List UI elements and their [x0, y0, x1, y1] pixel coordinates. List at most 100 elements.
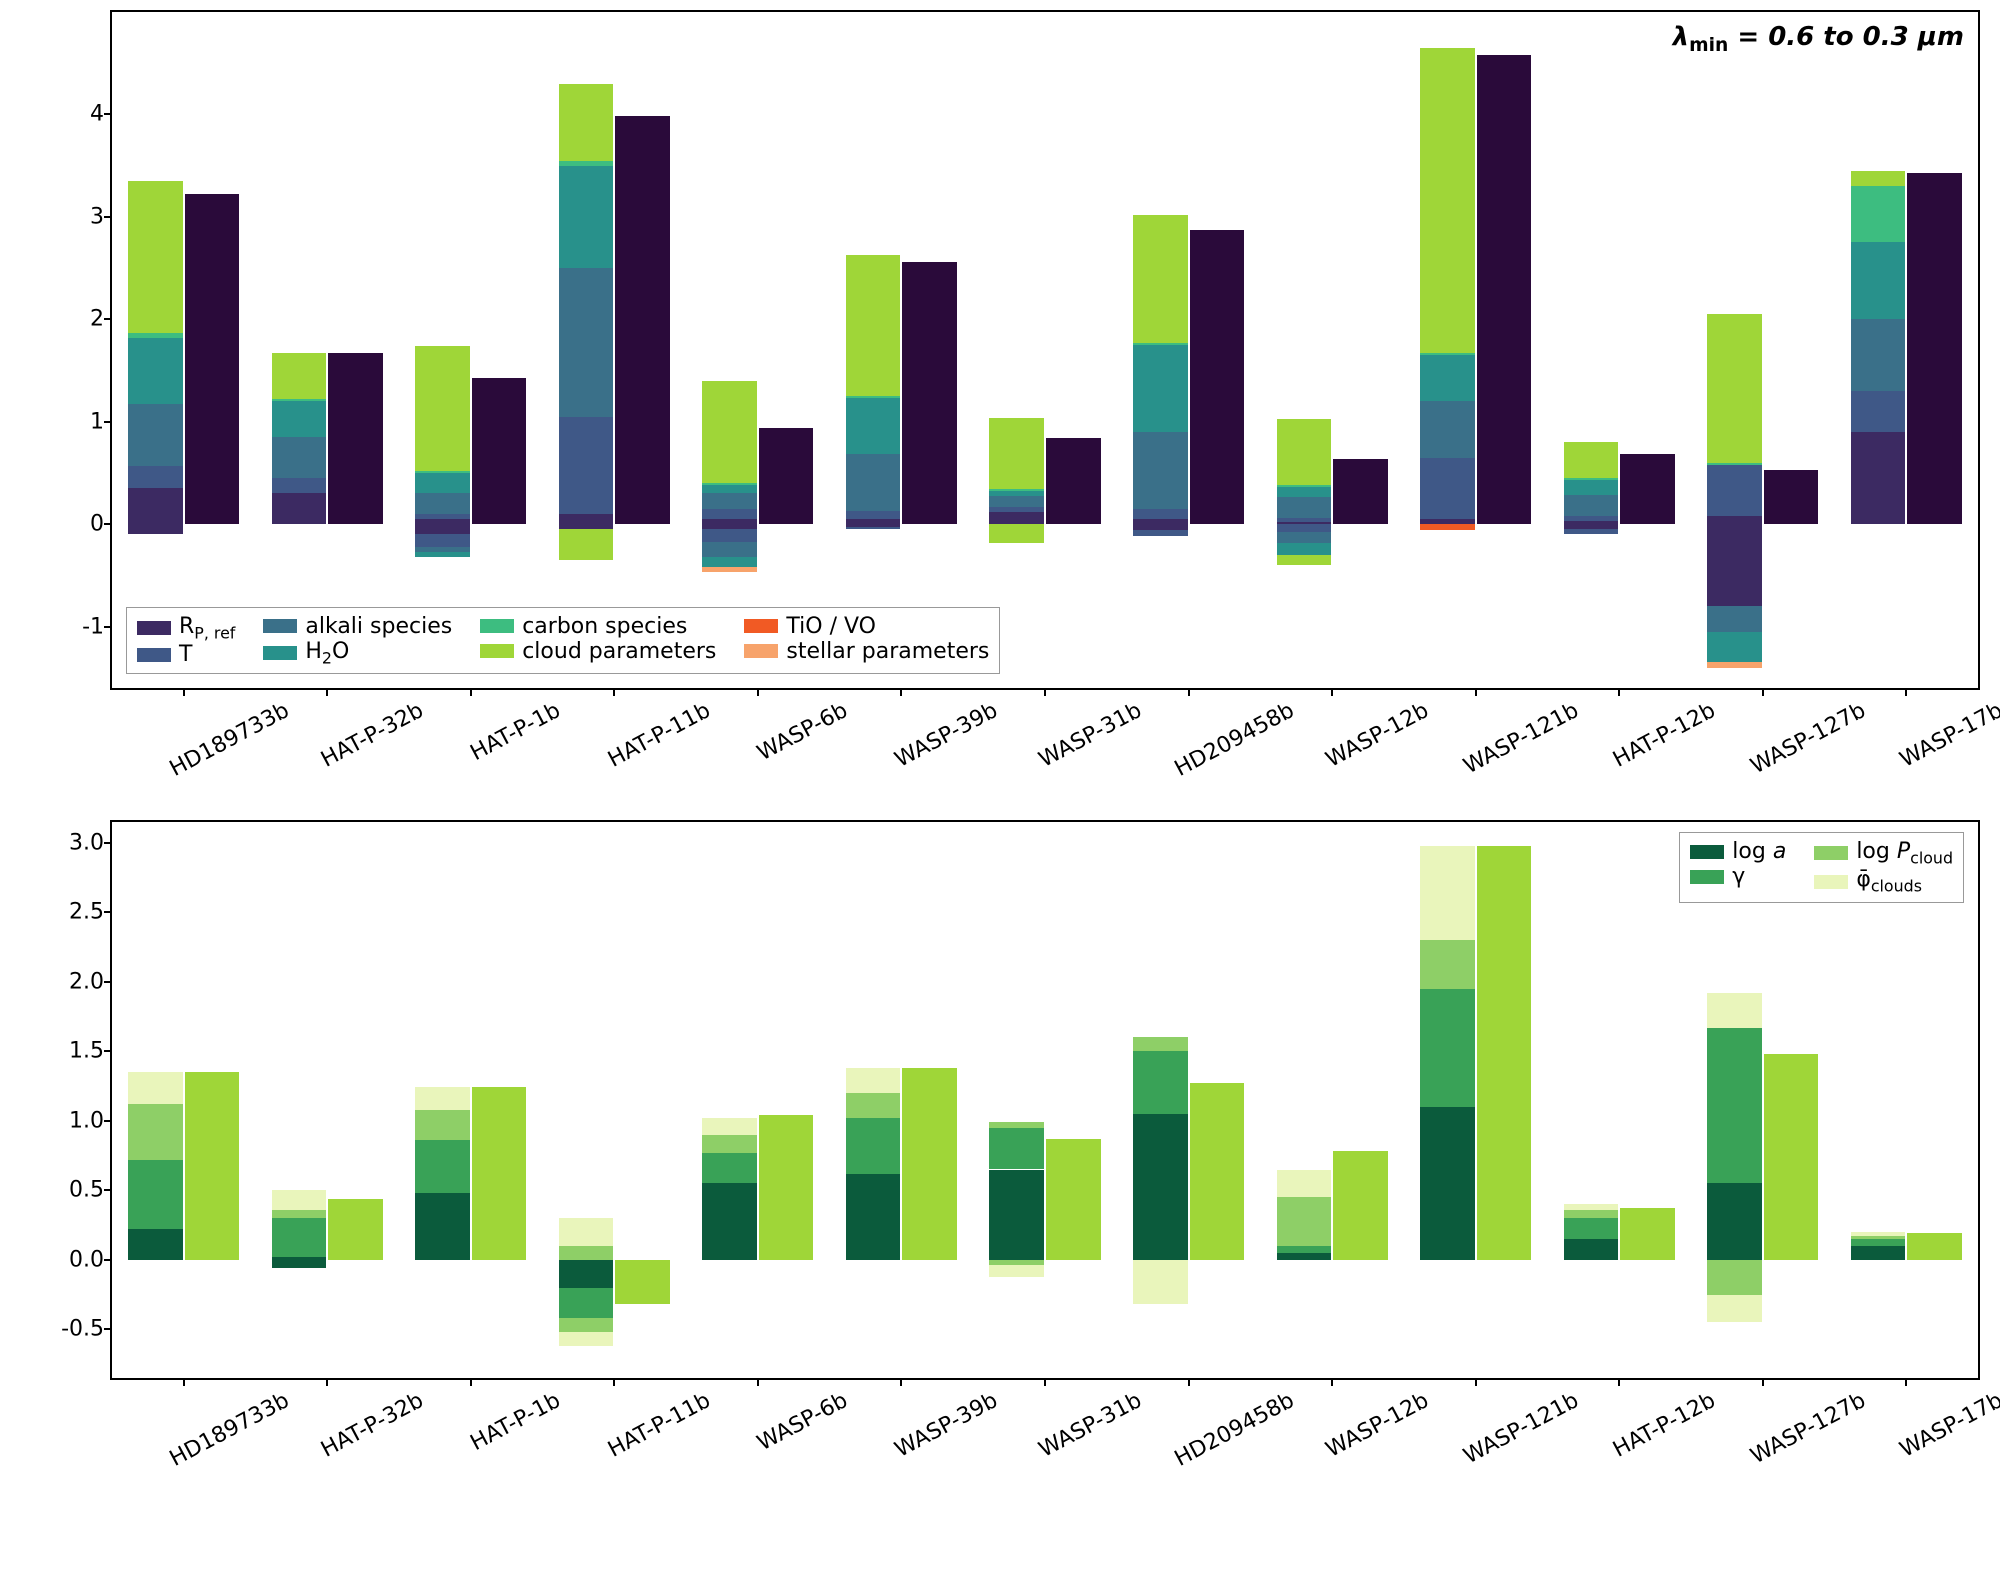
xtick-label: WASP-17b — [1896, 698, 2000, 773]
xtick-label: HAT-P-1b — [466, 698, 564, 766]
xtick-mark — [326, 688, 328, 696]
legend-item-TiO_VO: TiO / VO — [744, 614, 989, 639]
bar-total — [615, 116, 670, 524]
bar-seg-phi_clouds — [702, 1118, 757, 1135]
legend-item-carbon: carbon species — [480, 614, 716, 639]
ytick-label: 2.5 — [69, 900, 104, 925]
legend-item-gamma: γ — [1690, 864, 1786, 889]
bar-total — [1190, 230, 1245, 524]
legend-label: φ̄clouds — [1856, 867, 1922, 895]
bar-seg-cloud — [1277, 419, 1332, 486]
ytick-label: 0.5 — [69, 1178, 104, 1203]
top-plot-area — [112, 12, 1978, 688]
xtick-mark — [1188, 688, 1190, 696]
bar-seg-cloud — [272, 353, 327, 399]
bar-seg-T — [1133, 530, 1188, 536]
ytick-mark — [104, 1189, 112, 1191]
bar-seg-T — [702, 509, 757, 519]
bar-seg-gamma — [702, 1153, 757, 1184]
bar-seg-cloud — [1133, 215, 1188, 343]
bar-total — [1764, 1054, 1819, 1260]
ytick-label: 1.5 — [69, 1039, 104, 1064]
bar-seg-phi_clouds — [559, 1332, 614, 1346]
bar-total — [1620, 1208, 1675, 1259]
bar-seg-R_Pref — [272, 493, 327, 524]
bar-total — [902, 262, 957, 524]
xtick-label: HD189733b — [166, 698, 294, 782]
xtick-mark — [1905, 1378, 1907, 1386]
bar-seg-cloud — [1707, 314, 1762, 463]
bar-seg-phi_clouds — [128, 1072, 183, 1104]
bar-seg-cloud — [128, 181, 183, 333]
bar-seg-phi_clouds — [1707, 993, 1762, 1028]
bar-seg-H2O — [702, 557, 757, 567]
legend-swatch — [263, 646, 297, 660]
bar-seg-cloud — [989, 418, 1044, 490]
xtick-mark — [900, 1378, 902, 1386]
bar-seg-log_a — [1707, 1183, 1762, 1259]
legend-label: stellar parameters — [786, 639, 989, 664]
bar-seg-alkali — [128, 404, 183, 465]
bar-seg-T — [1564, 516, 1619, 521]
ytick-mark — [104, 421, 112, 423]
bar-seg-gamma — [1133, 1051, 1188, 1114]
bar-seg-gamma — [128, 1160, 183, 1230]
bar-seg-phi_clouds — [989, 1265, 1044, 1276]
bar-seg-phi_clouds — [1851, 1232, 1906, 1236]
ytick-mark — [104, 216, 112, 218]
xtick-mark — [757, 1378, 759, 1386]
ytick-label: -1 — [82, 614, 104, 639]
bar-seg-log_a — [128, 1229, 183, 1260]
bottom-panel: log aγlog Pcloudφ̄clouds -0.50.00.51.01.… — [110, 820, 1980, 1380]
bar-total — [1764, 470, 1819, 524]
bar-seg-log_a — [1277, 1253, 1332, 1260]
bar-seg-T — [1420, 458, 1475, 519]
bar-seg-alkali — [272, 437, 327, 478]
legend-label: H2O — [305, 639, 349, 667]
bar-seg-R_Pref — [559, 514, 614, 524]
bar-seg-cloud — [989, 524, 1044, 542]
bar-seg-gamma — [1420, 989, 1475, 1107]
ytick-mark — [104, 842, 112, 844]
bar-seg-log_a — [559, 1260, 614, 1288]
bar-seg-alkali — [1420, 401, 1475, 457]
legend-label: log Pcloud — [1856, 839, 1953, 867]
bar-seg-alkali — [559, 268, 614, 417]
xtick-mark — [1044, 1378, 1046, 1386]
bar-seg-T — [702, 529, 757, 541]
ytick-mark — [104, 318, 112, 320]
bar-seg-cloud — [702, 381, 757, 483]
bar-seg-log_Pcloud — [702, 1135, 757, 1153]
bar-seg-log_a — [1420, 1107, 1475, 1260]
bar-seg-log_Pcloud — [1707, 1260, 1762, 1295]
bar-seg-H2O — [1133, 345, 1188, 432]
bar-total — [472, 378, 527, 524]
bar-seg-log_Pcloud — [989, 1122, 1044, 1128]
bar-seg-gamma — [846, 1118, 901, 1174]
bar-seg-log_Pcloud — [272, 1210, 327, 1218]
ytick-label: 4 — [90, 102, 104, 127]
legend-item-log_Pcloud: log Pcloud — [1814, 839, 1953, 867]
bar-seg-cloud — [846, 255, 901, 396]
bar-seg-T — [128, 466, 183, 489]
xtick-mark — [1475, 688, 1477, 696]
bar-seg-gamma — [272, 1218, 327, 1257]
bar-seg-gamma — [1564, 1218, 1619, 1239]
bar-total — [1046, 1139, 1101, 1260]
legend-swatch — [1690, 870, 1724, 884]
legend-swatch — [480, 619, 514, 633]
bar-seg-gamma — [559, 1288, 614, 1319]
bar-total — [1477, 846, 1532, 1260]
bar-total — [615, 1260, 670, 1304]
legend-swatch — [137, 648, 171, 662]
xtick-mark — [1331, 688, 1333, 696]
xtick-mark — [1762, 688, 1764, 696]
bar-seg-log_Pcloud — [1420, 940, 1475, 989]
xtick-mark — [470, 688, 472, 696]
xtick-label: WASP-6b — [753, 698, 851, 766]
bar-seg-log_a — [989, 1170, 1044, 1260]
bar-total — [759, 1115, 814, 1260]
bar-seg-carbon — [1851, 186, 1906, 242]
bar-seg-stellar — [1707, 662, 1762, 667]
bar-seg-H2O — [559, 166, 614, 268]
